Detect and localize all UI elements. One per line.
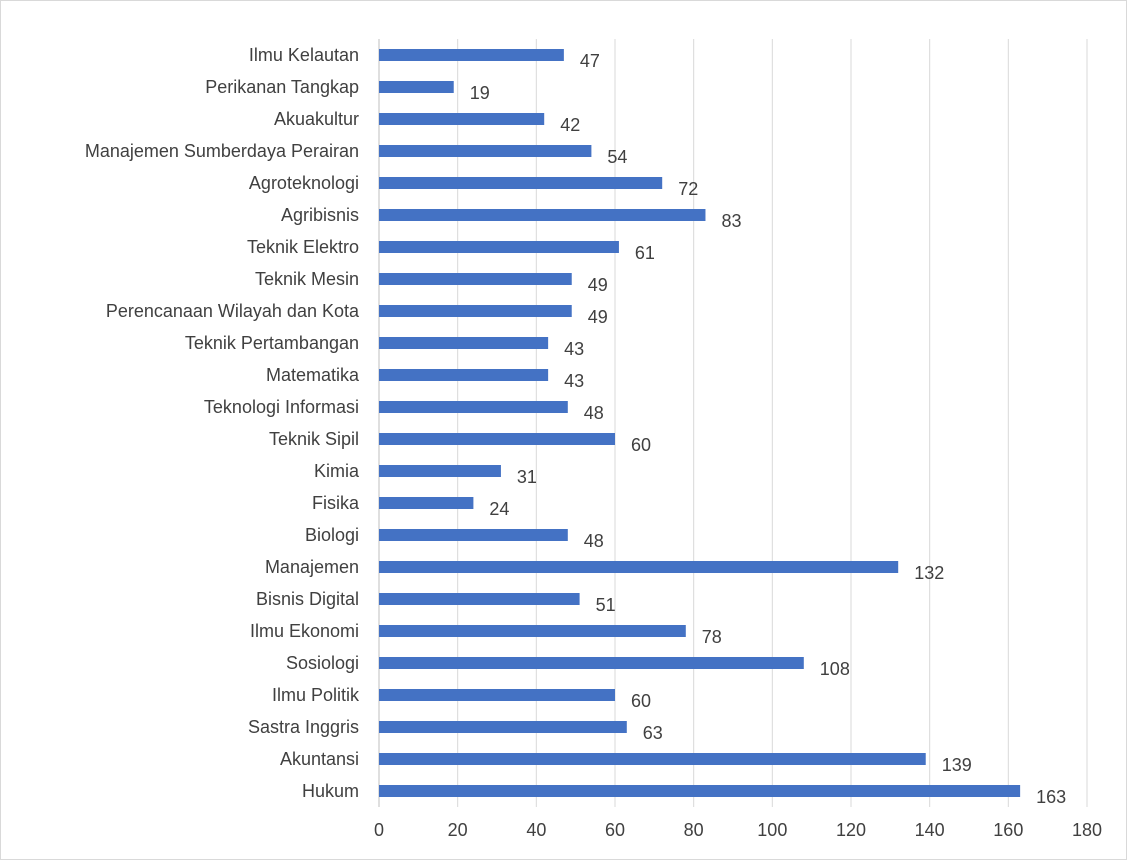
bar (379, 721, 627, 733)
x-tick-label: 180 (1072, 820, 1102, 840)
x-tick-label: 20 (448, 820, 468, 840)
bar (379, 241, 619, 253)
data-label: 51 (596, 595, 616, 615)
data-label: 60 (631, 691, 651, 711)
x-tick-label: 100 (757, 820, 787, 840)
bar (379, 305, 572, 317)
category-label: Teknik Pertambangan (185, 333, 359, 353)
category-label: Teknik Elektro (247, 237, 359, 257)
data-label: 49 (588, 307, 608, 327)
gridlines (378, 39, 1088, 807)
category-label: Ilmu Politik (272, 685, 360, 705)
x-tick-label: 40 (526, 820, 546, 840)
category-label: Agribisnis (281, 205, 359, 225)
bar (379, 273, 572, 285)
category-label: Perikanan Tangkap (205, 77, 359, 97)
data-label: 132 (914, 563, 944, 583)
bar (379, 337, 549, 349)
data-label: 49 (588, 275, 608, 295)
bar (379, 497, 474, 509)
data-label: 139 (942, 755, 972, 775)
category-label: Teknik Mesin (255, 269, 359, 289)
category-label: Hukum (302, 781, 359, 801)
bar (379, 369, 549, 381)
x-tick-label: 120 (836, 820, 866, 840)
x-tick-label: 160 (993, 820, 1023, 840)
bar (379, 689, 615, 701)
bar (379, 433, 615, 445)
data-labels: 4719425472836149494343486031244813251781… (470, 51, 1066, 807)
category-label: Agroteknologi (249, 173, 359, 193)
category-label: Teknologi Informasi (204, 397, 359, 417)
bars (379, 49, 1021, 797)
x-tick-label: 80 (684, 820, 704, 840)
bar (379, 657, 804, 669)
data-label: 54 (607, 147, 627, 167)
bar (379, 529, 568, 541)
category-label: Sastra Inggris (248, 717, 359, 737)
category-label: Biologi (305, 525, 359, 545)
bar (379, 753, 926, 765)
bar (379, 465, 501, 477)
category-label: Manajemen Sumberdaya Perairan (85, 141, 359, 161)
data-label: 72 (678, 179, 698, 199)
category-label: Fisika (312, 493, 360, 513)
category-label: Akuakultur (274, 109, 359, 129)
bar (379, 177, 663, 189)
data-label: 31 (517, 467, 537, 487)
bar (379, 145, 592, 157)
category-label: Sosiologi (286, 653, 359, 673)
data-label: 163 (1036, 787, 1066, 807)
x-tick-label: 140 (915, 820, 945, 840)
bar (379, 49, 564, 61)
data-label: 60 (631, 435, 651, 455)
data-label: 47 (580, 51, 600, 71)
data-label: 48 (584, 403, 604, 423)
bar (379, 561, 899, 573)
data-label: 19 (470, 83, 490, 103)
bar (379, 81, 454, 93)
data-label: 63 (643, 723, 663, 743)
data-label: 48 (584, 531, 604, 551)
x-tick-label: 0 (374, 820, 384, 840)
data-label: 43 (564, 371, 584, 391)
bar (379, 625, 686, 637)
data-label: 43 (564, 339, 584, 359)
bar (379, 401, 568, 413)
category-label: Ilmu Kelautan (249, 45, 359, 65)
category-label: Perencanaan Wilayah dan Kota (106, 301, 360, 321)
bar (379, 785, 1021, 797)
category-label: Bisnis Digital (256, 589, 359, 609)
category-label: Manajemen (265, 557, 359, 577)
x-axis-ticks: 0 20 40 60 80 100 120 140 160 180 (374, 820, 1102, 840)
category-label: Ilmu Ekonomi (250, 621, 359, 641)
data-label: 78 (702, 627, 722, 647)
data-label: 108 (820, 659, 850, 679)
bar (379, 209, 706, 221)
data-label: 42 (560, 115, 580, 135)
category-label: Teknik Sipil (269, 429, 359, 449)
data-label: 83 (721, 211, 741, 231)
bar (379, 113, 545, 125)
data-label: 61 (635, 243, 655, 263)
category-labels: Ilmu Kelautan Perikanan Tangkap Akuakultur… (85, 45, 360, 801)
category-label: Kimia (314, 461, 360, 481)
category-label: Matematika (266, 365, 360, 385)
category-label: Akuntansi (280, 749, 359, 769)
x-tick-label: 60 (605, 820, 625, 840)
bar (379, 593, 580, 605)
data-label: 24 (489, 499, 509, 519)
